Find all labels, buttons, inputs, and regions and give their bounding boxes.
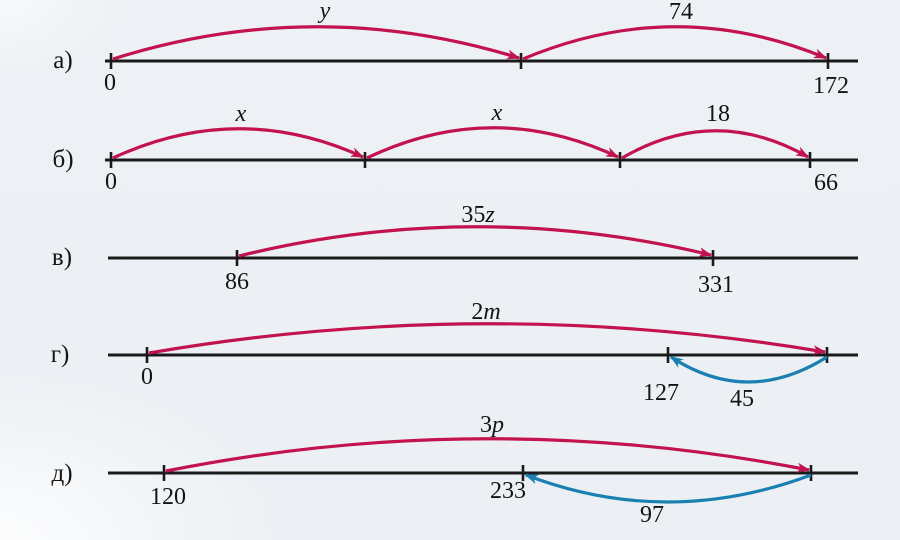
- row-v: в) 86 331 35z: [52, 202, 858, 298]
- row-a-label: а): [53, 47, 72, 74]
- row-b-tick-label-0: 0: [105, 169, 117, 195]
- row-a-tick-label-0: 0: [104, 70, 116, 96]
- row-v-arc-0: [238, 225, 713, 258]
- row-g-arc-label-0: 2m: [471, 299, 500, 325]
- row-v-tick-label-0: 86: [225, 269, 249, 295]
- row-d-arc-label-0: 3p: [480, 412, 504, 438]
- row-v-tick-label-1: 331: [698, 272, 734, 298]
- row-b-arc-label-1: x: [491, 100, 503, 126]
- row-b-arc-0: [112, 127, 365, 160]
- row-a-arc-label-1: 74: [669, 0, 693, 25]
- row-g-arc-0: [148, 322, 827, 355]
- row-g-tick-label-0: 0: [141, 364, 153, 390]
- row-v-label: в): [52, 244, 72, 271]
- row-d-arc-label-1: 97: [640, 502, 664, 528]
- row-a-arc-1: [522, 25, 828, 61]
- row-b-arc-2: [621, 129, 810, 160]
- row-b-tick-label-3: 66: [814, 170, 838, 196]
- row-a-arc-0: [112, 25, 521, 61]
- row-d-tick-label-0: 120: [150, 484, 186, 510]
- row-b: б) 0 66 x x 18: [52, 100, 858, 196]
- row-b-arc-label-2: 18: [706, 101, 730, 127]
- row-b-label: б): [52, 146, 73, 173]
- row-g-arc-label-1: 45: [730, 386, 754, 412]
- row-a: а) 0 172 y 74: [53, 0, 858, 99]
- row-g-arc-1: [669, 355, 828, 384]
- row-d-arc-0: [165, 437, 811, 473]
- row-a-arc-label-0: y: [318, 0, 331, 24]
- row-v-arc-label-0: 35z: [461, 202, 495, 228]
- row-d-arc-1: [524, 473, 812, 504]
- row-a-tick-label-2: 172: [813, 73, 849, 99]
- row-b-arc-label-0: x: [235, 101, 247, 127]
- row-g: г) 0 127 2m 45: [51, 299, 858, 412]
- row-d: д) 120 233 3p 97: [51, 412, 858, 528]
- row-g-label: г): [51, 341, 70, 368]
- row-d-label: д): [51, 460, 72, 487]
- row-b-arc-1: [366, 126, 620, 160]
- row-g-tick-label-1: 127: [643, 380, 679, 406]
- row-d-tick-label-1: 233: [490, 478, 526, 504]
